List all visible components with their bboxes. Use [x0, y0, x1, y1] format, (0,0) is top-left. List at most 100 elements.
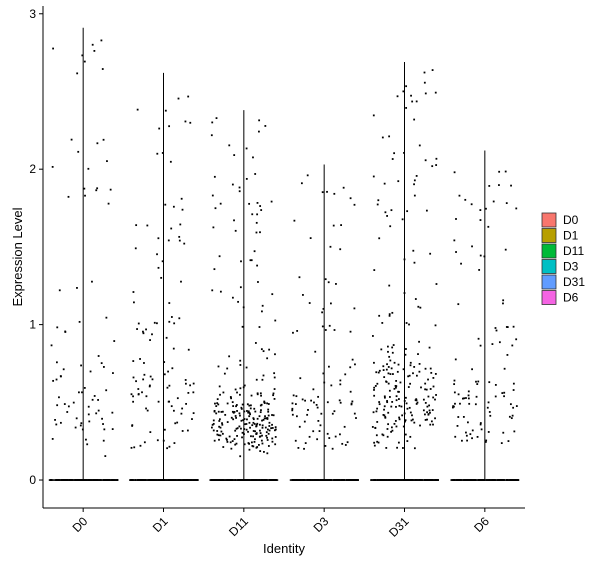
- data-point: [515, 207, 518, 210]
- data-point: [267, 410, 270, 413]
- data-point: [264, 417, 267, 420]
- data-point: [149, 431, 152, 434]
- data-point: [350, 402, 353, 405]
- data-point: [344, 444, 347, 446]
- data-point: [388, 355, 391, 358]
- data-point: [417, 305, 420, 308]
- data-point: [236, 435, 238, 437]
- data-point: [513, 430, 516, 433]
- data-point: [176, 397, 179, 400]
- data-point: [426, 405, 429, 408]
- data-point: [179, 223, 182, 226]
- data-point: [231, 410, 234, 413]
- data-point: [291, 402, 294, 405]
- data-point: [512, 389, 515, 391]
- data-point: [225, 437, 228, 440]
- data-point: [434, 91, 437, 94]
- data-point: [168, 302, 171, 304]
- data-point: [83, 60, 86, 63]
- data-point: [251, 213, 254, 216]
- data-point: [268, 425, 271, 427]
- data-point: [401, 218, 404, 221]
- data-point: [489, 414, 492, 417]
- data-point: [270, 427, 273, 430]
- data-point: [231, 296, 234, 299]
- data-point: [479, 422, 482, 424]
- data-point: [226, 441, 229, 443]
- data-point: [267, 432, 270, 435]
- data-point: [241, 325, 244, 328]
- data-point: [414, 298, 417, 300]
- axes-layer: [42, 6, 525, 509]
- data-point: [393, 387, 396, 390]
- data-point: [467, 394, 470, 397]
- data-point: [376, 440, 379, 443]
- data-point: [142, 378, 145, 381]
- data-point: [388, 314, 391, 317]
- data-point: [354, 363, 356, 366]
- data-point: [418, 370, 421, 373]
- data-point: [415, 403, 418, 405]
- data-point: [87, 413, 90, 416]
- data-point: [257, 281, 259, 283]
- data-point: [239, 359, 242, 362]
- data-point: [239, 387, 242, 390]
- data-point: [319, 424, 322, 427]
- data-point: [141, 391, 143, 394]
- data-point: [468, 402, 471, 405]
- data-point: [376, 382, 379, 385]
- data-point: [260, 348, 263, 351]
- data-point: [372, 335, 374, 337]
- data-point: [457, 416, 460, 418]
- data-point: [239, 414, 241, 417]
- data-point: [387, 423, 390, 426]
- data-point: [260, 209, 263, 211]
- data-point: [485, 207, 487, 210]
- data-point: [422, 409, 425, 412]
- data-point: [56, 326, 59, 329]
- data-point: [394, 420, 397, 422]
- data-point: [243, 443, 246, 446]
- data-point: [217, 410, 220, 413]
- data-point: [426, 418, 428, 421]
- data-point: [151, 378, 154, 381]
- data-point: [248, 412, 251, 414]
- data-point: [172, 347, 175, 350]
- legend-key-d0: [541, 212, 557, 228]
- x-tick-label: D3: [311, 514, 332, 535]
- data-point: [504, 248, 507, 251]
- data-point: [312, 430, 315, 433]
- data-point: [78, 320, 81, 323]
- data-point: [488, 381, 491, 384]
- data-point: [471, 429, 474, 432]
- data-point: [173, 322, 176, 325]
- data-point: [105, 316, 108, 319]
- data-point: [112, 372, 114, 374]
- data-point: [377, 199, 380, 202]
- data-point: [271, 427, 274, 429]
- data-point: [451, 406, 454, 409]
- data-point: [157, 237, 160, 240]
- data-point: [479, 209, 482, 211]
- data-point: [111, 411, 114, 414]
- data-point: [166, 447, 169, 450]
- data-point: [219, 290, 222, 293]
- data-point: [168, 400, 171, 403]
- data-point: [469, 433, 472, 436]
- data-point: [212, 422, 215, 425]
- data-point: [396, 95, 399, 98]
- data-point: [454, 402, 456, 405]
- data-point: [341, 442, 344, 445]
- data-point: [424, 388, 427, 391]
- data-point: [173, 442, 176, 444]
- data-point: [274, 426, 277, 429]
- data-point: [102, 138, 105, 141]
- data-point: [271, 293, 274, 296]
- data-point: [402, 447, 404, 449]
- data-point: [453, 405, 455, 408]
- data-point: [211, 194, 214, 197]
- data-point: [435, 164, 438, 166]
- data-point: [508, 415, 511, 418]
- data-point: [226, 367, 229, 370]
- data-point: [394, 384, 397, 387]
